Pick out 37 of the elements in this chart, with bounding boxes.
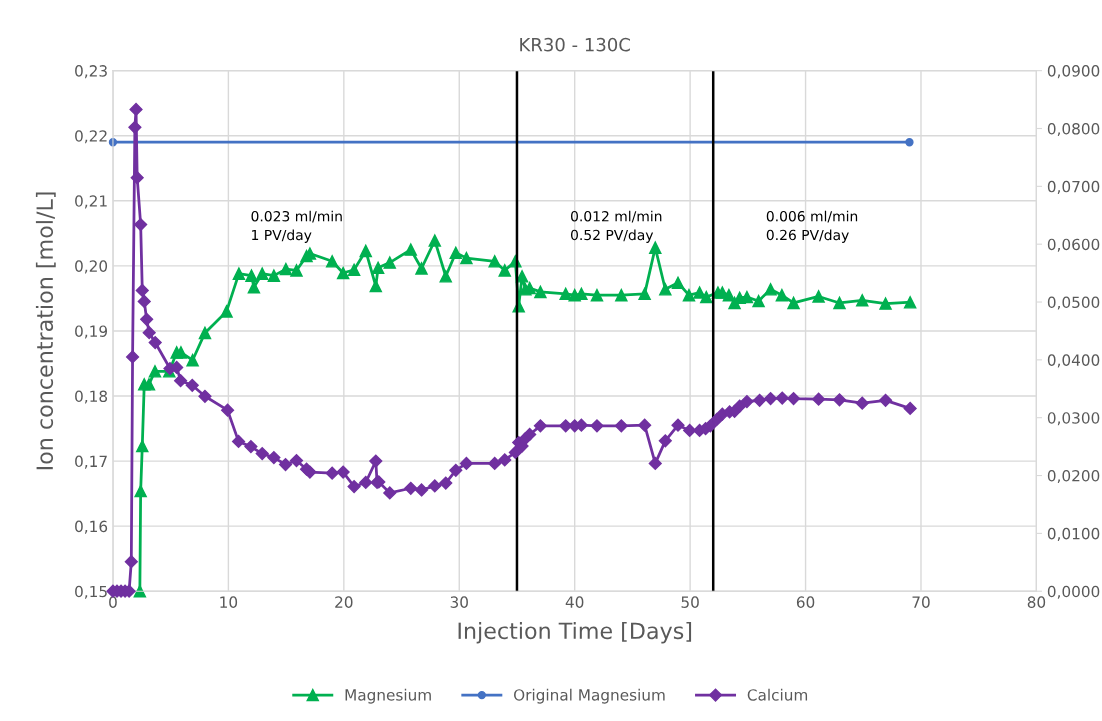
y2-tick-label: 0,0300 [1047,412,1100,426]
x-tick-label: 80 [1027,596,1046,608]
y2-tick-label: 0,0200 [1047,470,1100,484]
x-tick-label: 20 [335,596,353,608]
y2-tick-label: 0,0900 [1047,65,1100,79]
y2-tick-label: 0,0500 [1047,296,1100,310]
annotation: 0.012 ml/min 0.52 PV/day [570,210,662,243]
y-tick-label: 0,23 [75,65,107,79]
y-tick-label: 0,17 [75,455,107,469]
legend-label: Original Magnesium [514,688,665,704]
y-tick-label: 0,18 [75,390,108,404]
y2-tick-label: 0,0400 [1047,354,1100,368]
x-tick-label: 10 [220,596,238,608]
y2-tick-label: 0,0800 [1047,122,1100,137]
legend-label: Calcium [747,688,808,701]
y-tick-label: 0,15 [75,585,107,599]
y-tick-label: 0,19 [75,325,108,339]
legend-label: Magnesium [345,688,431,704]
x-tick-label: 70 [912,596,930,608]
y-tick-label: 0,16 [75,520,108,534]
chart-title: KR30 - 130C [520,37,630,52]
y2-tick-label: 0,0600 [1047,238,1100,252]
y2-tick-label: 0,0700 [1047,180,1100,194]
x-tick-label: 50 [681,596,699,608]
x-tick-label: 0 [109,596,117,608]
y-tick-label: 0,21 [75,195,107,209]
y-tick-label: 0,20 [75,260,108,274]
annotation: 0.006 ml/min 0.26 PV/day [766,210,858,243]
annotation: 0.023 ml/min 1 PV/day [251,210,342,243]
x-axis-title: Injection Time [Days] [458,621,692,644]
y-tick-label: 0,22 [75,130,107,144]
x-tick-label: 60 [796,596,815,608]
y-axis-title: Ion concentration [mol/L] [35,192,56,470]
y2-tick-label: 0,0100 [1047,527,1100,541]
x-tick-label: 30 [450,596,468,608]
y2-tick-label: 0,0000 [1047,585,1100,599]
x-tick-label: 40 [565,596,584,608]
